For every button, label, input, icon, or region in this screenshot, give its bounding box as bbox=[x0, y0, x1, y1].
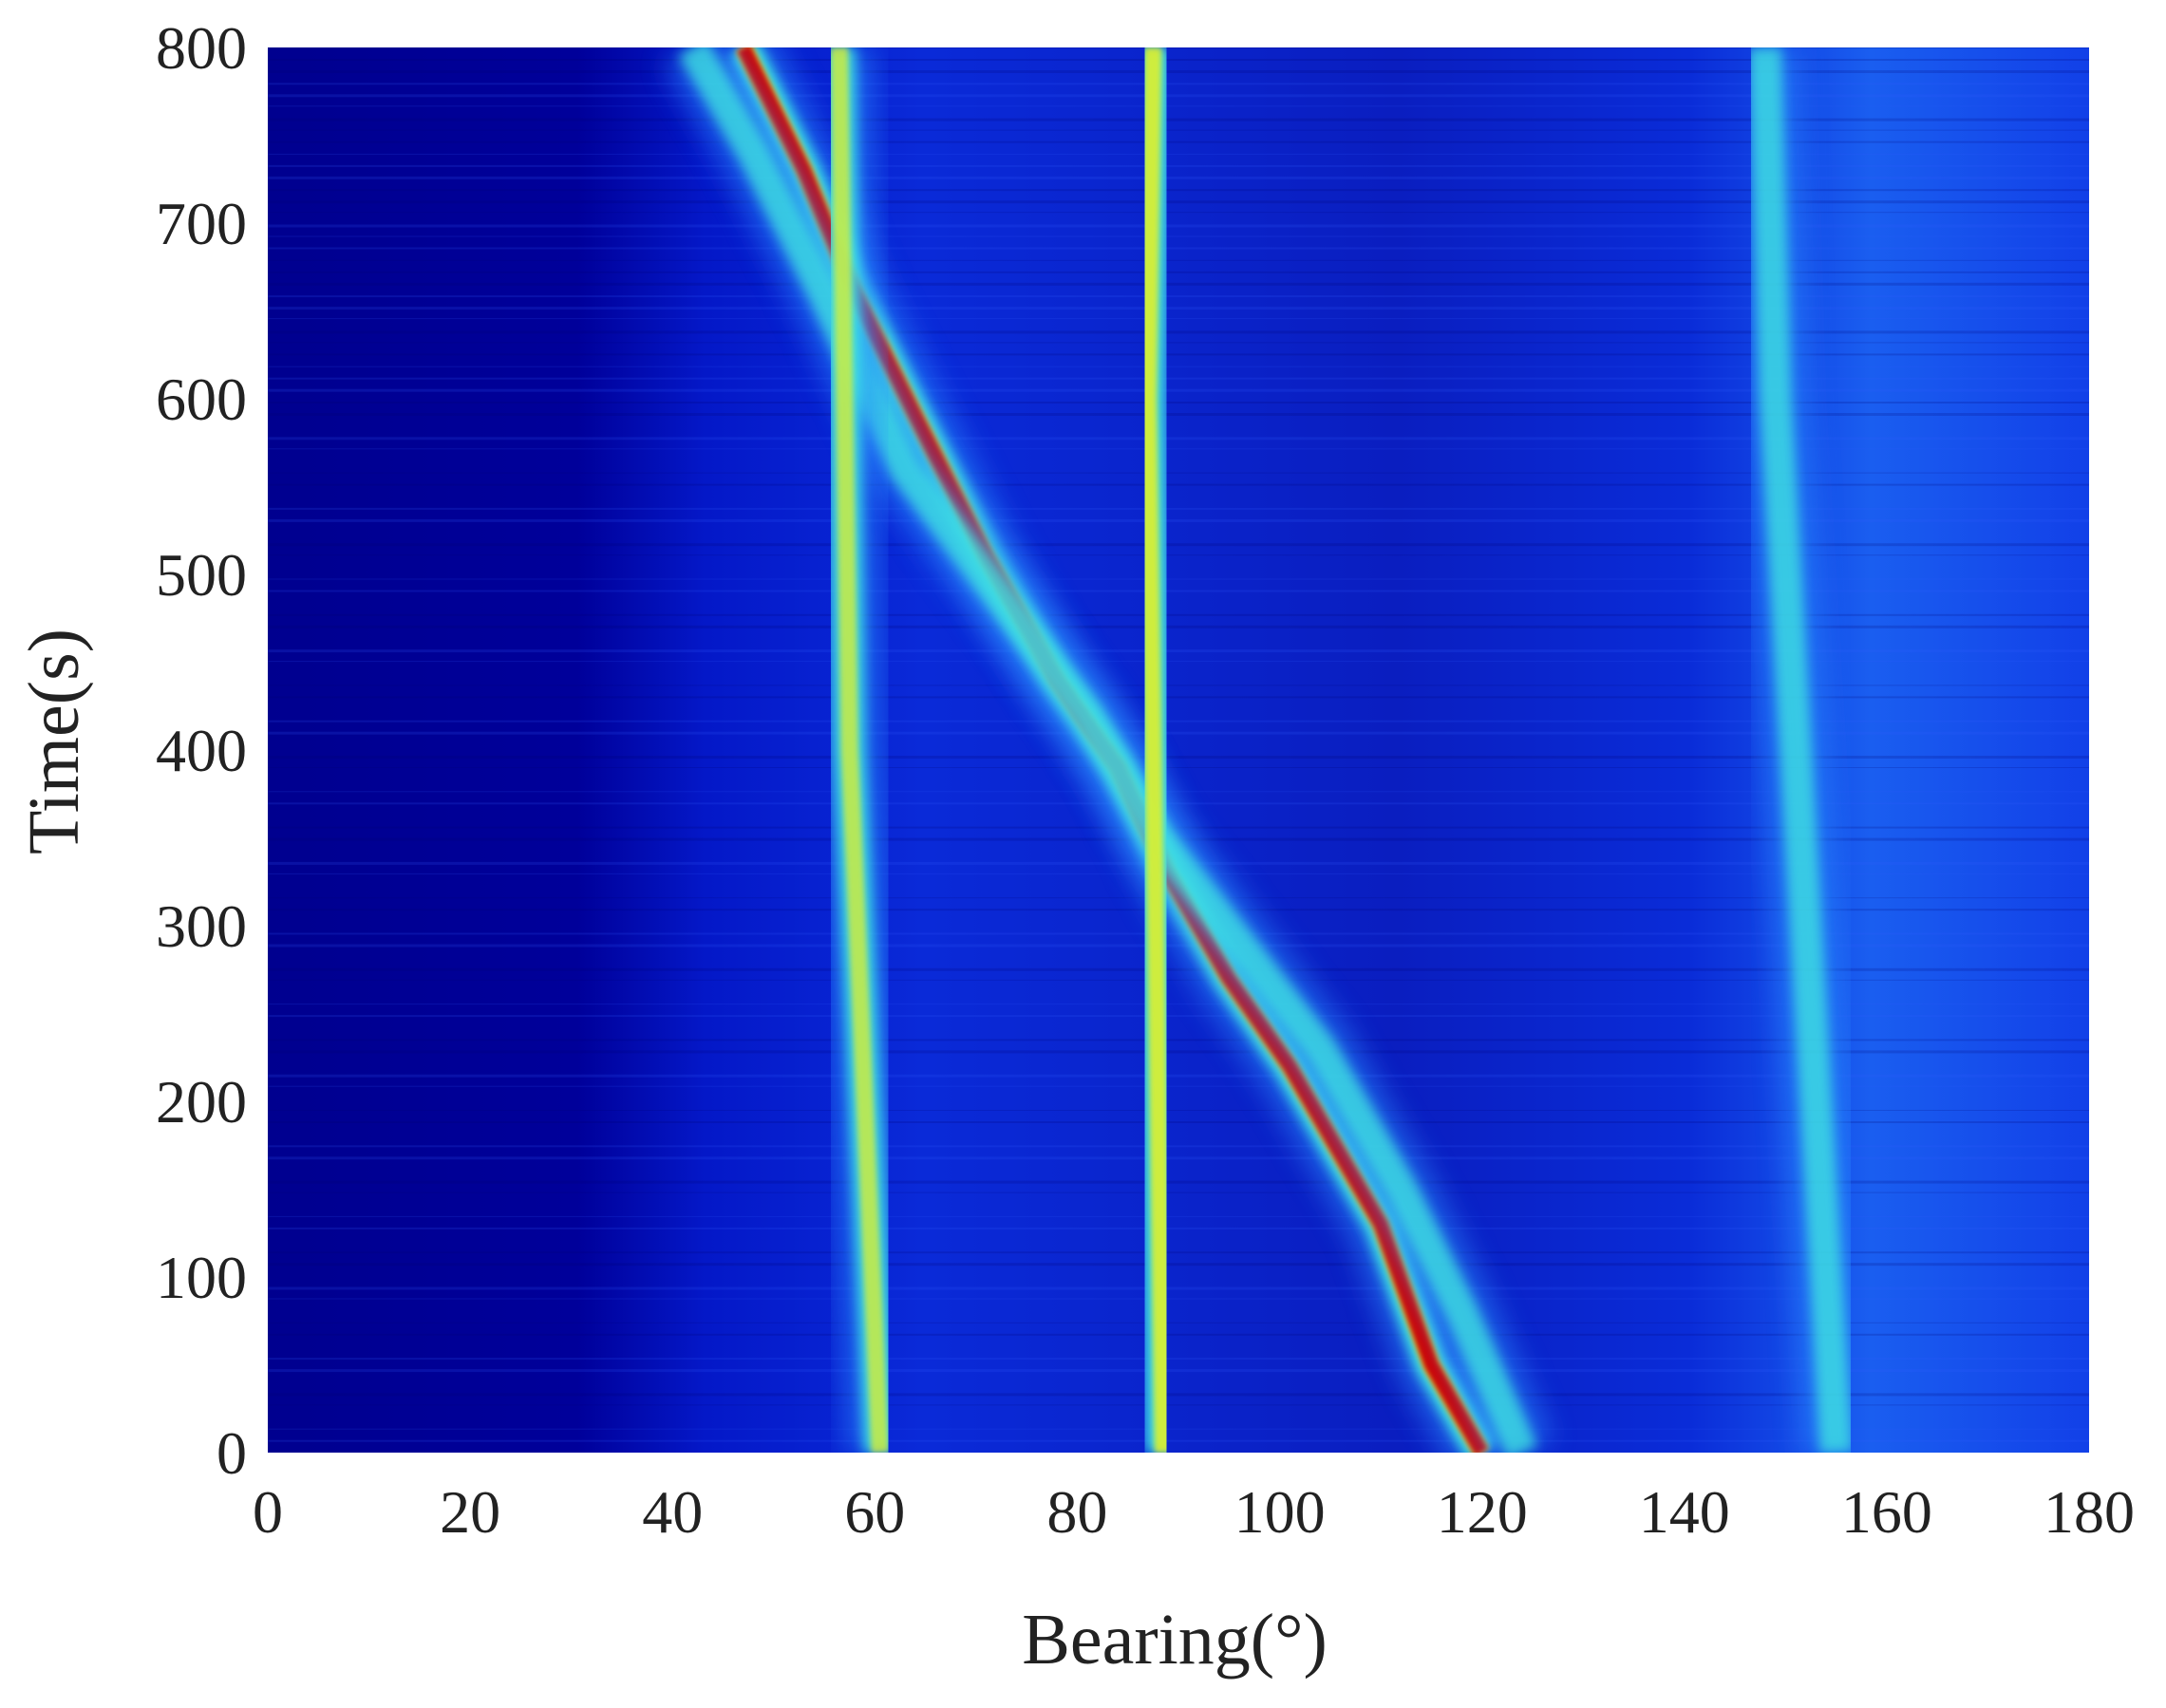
y-tick-label: 700 bbox=[156, 190, 247, 257]
x-tick-label: 60 bbox=[844, 1478, 905, 1546]
y-tick-label: 300 bbox=[156, 892, 247, 960]
x-tick-label: 180 bbox=[2044, 1478, 2135, 1546]
y-tick-label: 800 bbox=[156, 14, 247, 82]
x-tick-label: 80 bbox=[1046, 1478, 1107, 1546]
tracks-layer bbox=[268, 47, 2089, 1453]
x-tick-label: 120 bbox=[1437, 1478, 1528, 1546]
track-4-band bbox=[1140, 47, 1172, 1453]
x-tick-label: 0 bbox=[253, 1478, 283, 1546]
x-tick-label: 140 bbox=[1639, 1478, 1730, 1546]
x-tick-label: 40 bbox=[642, 1478, 703, 1546]
x-tick-label: 20 bbox=[440, 1478, 500, 1546]
y-axis-label: Time(s) bbox=[14, 629, 94, 854]
y-tick-label: 400 bbox=[156, 717, 247, 784]
y-tick-label: 0 bbox=[217, 1419, 247, 1487]
track-3-band bbox=[831, 47, 889, 1453]
y-tick-label: 500 bbox=[156, 541, 247, 609]
track-6-glow bbox=[1749, 47, 1853, 1453]
y-tick-label: 200 bbox=[156, 1068, 247, 1136]
x-tick-label: 100 bbox=[1234, 1478, 1326, 1546]
y-tick-label: 600 bbox=[156, 366, 247, 433]
y-tick-label: 100 bbox=[156, 1244, 247, 1311]
x-axis-ticks: 0 20 40 60 80 100 120 140 160 180 bbox=[253, 1478, 2135, 1546]
y-axis-ticks: 0 100 200 300 400 500 600 700 800 bbox=[156, 14, 247, 1487]
x-tick-label: 160 bbox=[1841, 1478, 1932, 1546]
x-axis-label: Bearing(°) bbox=[1022, 1600, 1328, 1680]
